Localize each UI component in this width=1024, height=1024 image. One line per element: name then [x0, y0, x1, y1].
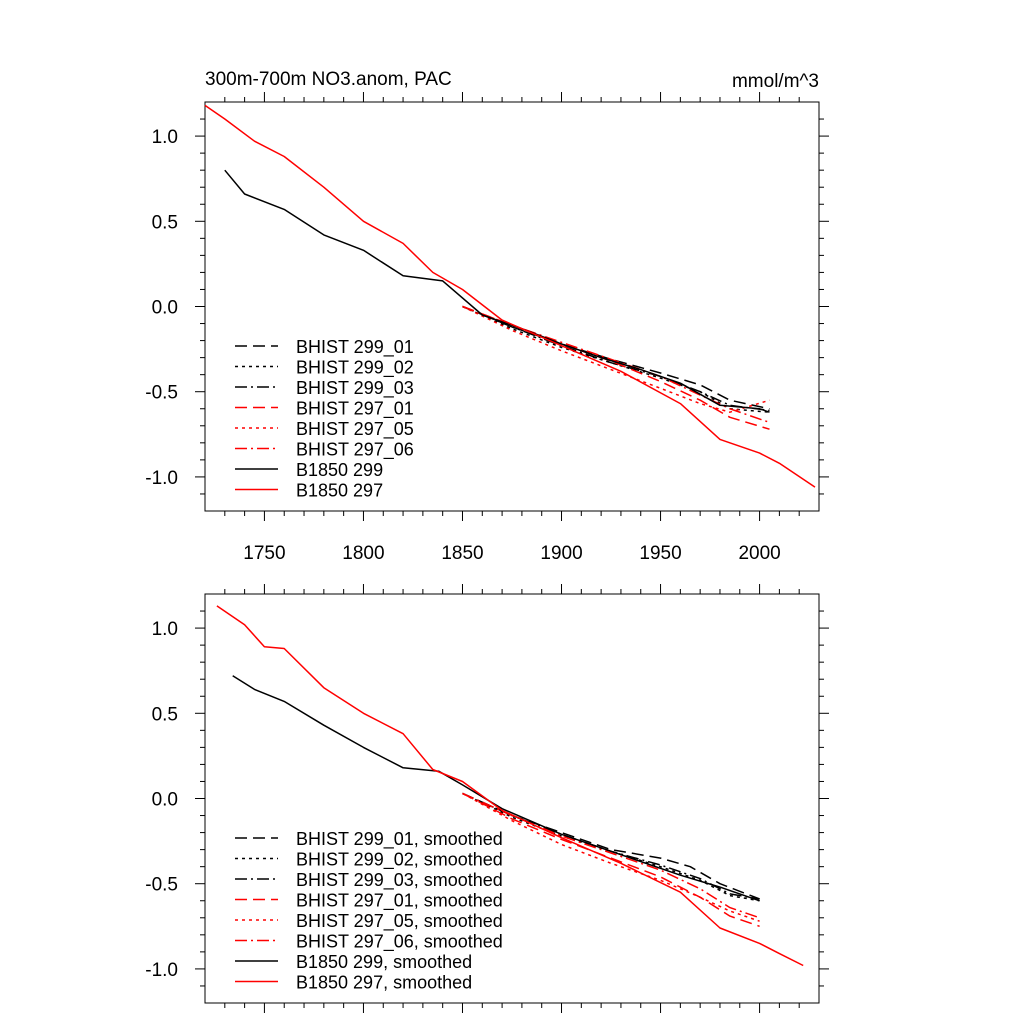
series-line-7: [232, 675, 760, 902]
series-line-8: [204, 104, 816, 488]
x-tick-label: 1750: [243, 543, 285, 564]
legend-label: BHIST 299_01, smoothed: [296, 829, 503, 850]
legend-label: BHIST 299_03, smoothed: [296, 870, 503, 891]
x-tick-label: 1900: [540, 543, 582, 564]
series-line-1: [462, 792, 760, 900]
legend-label: BHIST 299_02: [296, 358, 414, 379]
x-tick-label: 1850: [441, 543, 483, 564]
series-line-3: [462, 792, 760, 900]
legend-label: BHIST 297_01: [296, 399, 414, 420]
x-tick-label: 2000: [738, 543, 780, 564]
y-tick-label: -0.5: [145, 875, 178, 896]
y-tick-label: 0.0: [152, 790, 178, 811]
units-label: mmol/m^3: [732, 71, 819, 92]
chart-title: 300m-700m NO3.anom, PAC: [205, 69, 452, 90]
series-line-2: [462, 792, 760, 902]
legend-label: B1850 297: [296, 481, 383, 501]
series-line-8: [216, 605, 804, 967]
series-line-5: [462, 305, 770, 413]
top-panel: 300m-700m NO3.anom, PAC mmol/m^3 1750 180…: [145, 69, 829, 564]
y-tick-label: 0.0: [152, 298, 178, 319]
legend-label: BHIST 297_06, smoothed: [296, 932, 503, 953]
y-tick-label: 1.0: [152, 127, 178, 148]
legend-label: BHIST 299_01: [296, 337, 414, 358]
series-line-7: [224, 169, 770, 413]
y-tick-label: 0.5: [152, 212, 178, 233]
y-tick-label: 1.0: [152, 619, 178, 640]
legend-label: BHIST 297_01, smoothed: [296, 891, 503, 912]
y-tick-label: -0.5: [145, 383, 178, 404]
legend-label: BHIST 297_06: [296, 440, 414, 461]
x-tick-label: 1950: [639, 543, 681, 564]
legend-label: B1850 297, smoothed: [296, 973, 472, 993]
series-line-3: [462, 305, 770, 412]
legend-label: BHIST 297_05: [296, 419, 414, 440]
y-tick-label: -1.0: [145, 468, 178, 489]
series-line-1: [462, 305, 770, 410]
legend-label: BHIST 299_03: [296, 378, 414, 399]
legend-label: BHIST 297_05, smoothed: [296, 911, 503, 932]
series-line-5: [462, 792, 760, 922]
series-line-4: [462, 792, 760, 928]
x-tick-label: 1800: [342, 543, 384, 564]
legend-label: BHIST 299_02, smoothed: [296, 850, 503, 871]
series-line-6: [462, 792, 760, 919]
legend-label: B1850 299: [296, 460, 383, 480]
legend-label: B1850 299, smoothed: [296, 952, 472, 972]
y-tick-label: -1.0: [145, 960, 178, 981]
y-tick-label: 0.5: [152, 704, 178, 725]
